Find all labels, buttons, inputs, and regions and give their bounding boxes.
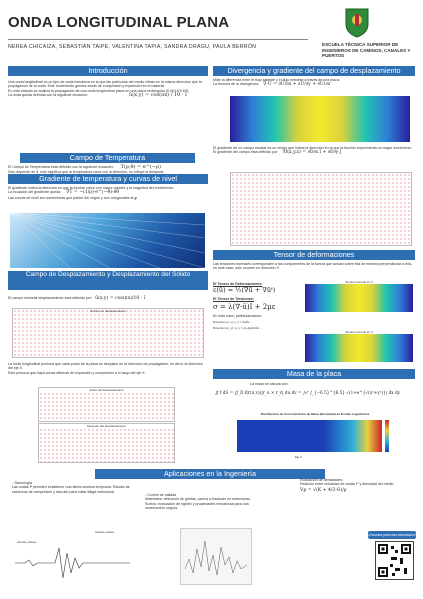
seismology-figure: surface waves primary waves [15, 530, 130, 590]
primary-waves-label: primary waves [17, 540, 37, 544]
divergence-p1: Mide la diferencia entre el flujo salien… [213, 78, 340, 82]
tensor-direction-1: Dirección (ε_x): ε_x = ∂u/∂x ... [213, 319, 253, 324]
displacement-p3: Esto provoca que haya zonas alternas de … [8, 370, 146, 375]
apps-col-1: - Sismología Las ondas P permiten establ… [12, 481, 132, 494]
intro-p2: En este estudio se analiza la propagació… [8, 88, 189, 93]
gradient-p1: El gradiente indica la dirección en que … [8, 186, 175, 190]
school-name: ESCUELA TÉCNICA SUPERIOR DE INGENIEROS D… [322, 42, 411, 59]
apps-col-2: - Control de calidad Materiales: detecci… [145, 493, 260, 510]
before-displacement-chart: Antes del desplazamiento [38, 387, 175, 422]
gradient-p2: La ecuación del gradiente queda: [8, 190, 62, 195]
apps-c2-text: Materiales: detección de grietas, vacíos… [145, 497, 251, 510]
divergence-p2: La fórmula de la divergencia: [213, 82, 260, 87]
tensor-direction-2: Dirección (σ_x): σ_x = (λ+2μ)∂u/∂x ... [213, 326, 263, 331]
displacement-header: Campo de Desplazamiento y Desplazamiento… [8, 271, 208, 290]
gradient-header: Gradiente de temperatura y curvas de niv… [8, 174, 208, 184]
mass-equation: ∬ f dS = ∬_D f(r(u,v))|r_u × r_v| du dv … [215, 390, 401, 395]
intro-p3: La onda queda definida con la siguiente … [8, 92, 88, 97]
displacement-field-chart: Campo de desplazamiento [12, 308, 204, 358]
tensor-p2: En este caso, particularizando: [213, 313, 263, 318]
intro-header: Introducción [8, 66, 208, 76]
after-displacement-chart: Después del desplazamiento [38, 423, 175, 463]
tensor-formulas: El Tensor de Deformaciones: ε(ū) = ½(∇ū … [213, 282, 301, 330]
displacement-chart2-title: Antes del desplazamiento [39, 388, 174, 393]
stress-plot-2-field [305, 334, 413, 363]
apps-c1-title: - Sismología [12, 481, 32, 485]
tensor-label-1: El Tensor de Deformaciones: [213, 282, 263, 286]
stress-plot-2: Tensión Normal en X [305, 330, 413, 364]
displacement-text-1: El campo vectorial desplazamiento esta d… [8, 296, 208, 301]
mass-colorbar [385, 420, 389, 452]
stress-plot-1: Tensión Normal en X [305, 280, 413, 314]
authors-line: NEREA CHICAIZA, SEBASTIÁN TAIPE, VALENTI… [8, 44, 257, 50]
gradient-figure [9, 212, 206, 269]
stress-plot-1-field [305, 284, 413, 313]
mass-density-chart: Distribución de Concentración de Masa (D… [225, 412, 405, 464]
gradient-field-equation: ∇f(x,y,z) = ∂f/∂x î + ∂f/∂y ĵ [282, 150, 342, 156]
quality-figure [180, 528, 252, 585]
stress-plot-2-title: Tensión Normal en X [345, 330, 373, 334]
mass-xlabel: Eje X [295, 455, 303, 459]
crest-logo-icon [342, 6, 372, 38]
divergence-text-2: El gradiente de un campo escalar es un v… [213, 146, 415, 156]
divergence-plot [230, 96, 410, 142]
temp-equation: T(ρ,θ) = e^(−ρ) [120, 164, 161, 170]
tensor-header: Tensor de deformaciones [213, 250, 415, 260]
tensor-intro: Las tensiones normales corresponden a la… [213, 262, 412, 271]
displacement-chart1-title: Campo de desplazamiento [90, 309, 126, 313]
mass-chart-title: Distribución de Concentración de Masa (D… [260, 412, 370, 416]
mass-heatmap [237, 420, 382, 452]
intro-text: Una onda longitudinal es un tipo de onda… [8, 80, 208, 97]
divergence-equation: ∇·Ū = ∂Ū/∂x + ∂Ū/∂y + ∂Ū/∂z [263, 82, 331, 88]
gradient-equation: ∇T = −(1/ρ)·e^(−θ)·êθ [66, 190, 119, 196]
tensor-equation-2: σ = λ(∇·ū)I + 2με [213, 302, 276, 311]
gradient-p3: Las curvas de nivel son semirrectas que … [8, 195, 138, 200]
apps-c3-p1: Evaluación de densidades: [300, 478, 343, 482]
temp-p1: El Campo de Temperatura está definido co… [8, 165, 114, 169]
apps-col-3: Evaluación de densidades: Relación entre… [300, 478, 410, 495]
divergence-text-1: Mide la diferencia entre el flujo salien… [213, 78, 415, 88]
apps-header: Aplicaciones en la Ingeniería [95, 469, 325, 479]
intro-p1: Una onda longitudinal es un tipo de onda… [8, 80, 202, 89]
stress-plot-1-title: Tensión Normal en X [345, 280, 373, 284]
poster-title: ONDA LONGITUDINAL PLANA [8, 14, 230, 31]
title-divider [8, 39, 308, 40]
tensor-equation-1: ε(ū) = ½(∇ū + ∇ūᵗ) [213, 286, 276, 295]
gradient-field-plot [230, 172, 412, 246]
apps-c3-equation: Vp = √(K + 4/3·G)/ρ [300, 487, 347, 493]
qr-code-icon[interactable] [375, 541, 414, 580]
divergence-p4: El gradiente del campo está definido por… [213, 150, 279, 155]
surface-waves-label: surface waves [95, 530, 115, 534]
scan-qr-banner: ¡Escanea para más información! [368, 531, 416, 539]
tensor-label-2: El Tensor de Tensiones: [213, 297, 255, 302]
displacement-p1: El campo vectorial desplazamiento esta d… [8, 296, 93, 300]
displacement-text-2: La onda longitudinal provoca que cada pu… [8, 362, 208, 375]
apps-c1-text: Las ondas P permiten establecer una aler… [12, 485, 130, 494]
temp-header: Campo de Temperatura [20, 153, 195, 163]
intro-equation: ū(x,y) = cos(πx) / 10 · î [129, 91, 187, 98]
apps-c2-title: - Control de calidad [145, 493, 177, 497]
apps-c3-p2: Relación entre velocidad de ondas P y de… [300, 482, 395, 487]
temp-p2: Solo depende de θ, esto significa que la… [8, 170, 164, 175]
displacement-chart3-title: Después del desplazamiento [39, 424, 174, 429]
gradient-text: El gradiente indica la dirección en que … [8, 186, 208, 200]
displacement-p2: La onda longitudinal provoca que cada pu… [8, 362, 203, 371]
displacement-equation: ū(x,y) = cos(πx)/10 · î [95, 296, 146, 301]
divergence-p3: El gradiente de un campo escalar es un v… [213, 146, 412, 150]
mass-intro: La masa se calcula con: [250, 382, 289, 386]
divergence-header: Divergencia y gradiente del campo de des… [213, 66, 415, 76]
mass-header: Masa de la placa [213, 369, 415, 379]
